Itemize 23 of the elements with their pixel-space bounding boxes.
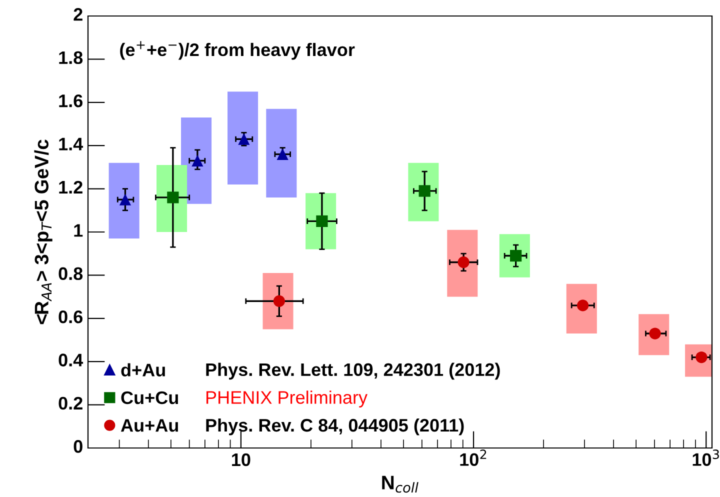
y-tick-label: 1.4: [59, 138, 84, 150]
x-tick-label: 10$^{3}$: [692, 450, 719, 466]
legend-label: d+Au: [121, 363, 165, 376]
x-tick-label: 10$^{2}$: [460, 450, 486, 466]
y-tick-label: 1.6: [59, 94, 82, 108]
legend-label: Cu+Cu: [121, 391, 178, 404]
x-tick-label: 10: [232, 453, 250, 466]
legend-label: Au+Au: [120, 419, 178, 432]
y-tick-label: 0: [74, 440, 82, 453]
y-tick-label: 1.8: [59, 51, 83, 64]
x-axis-title: N$_{coll}$: [382, 476, 418, 493]
y-tick-label: 1: [74, 224, 83, 237]
annotation: Phys. Rev. C 84, 044905 (2011): [206, 418, 464, 436]
y-tick-label: 2: [74, 8, 82, 21]
text: (e$^{+}$+e$^{−}$)/2 from heavy flavor: [120, 41, 355, 60]
y-tick-label: 1.2: [59, 180, 82, 194]
y-tick-label: 0.6: [58, 310, 82, 324]
y-tick-label: 0.2: [58, 396, 82, 410]
y-tick-label: 0.4: [58, 354, 84, 366]
annotation: Phys. Rev. Lett. 109, 242301 (2012): [206, 362, 500, 380]
annotation: PHENIX Preliminary: [206, 390, 368, 408]
y-tick-label: 0.8: [58, 267, 83, 280]
y-axis-title: <R$_{AA}$> 3<p$_{T}$<5 GeV/c: [34, 140, 52, 324]
